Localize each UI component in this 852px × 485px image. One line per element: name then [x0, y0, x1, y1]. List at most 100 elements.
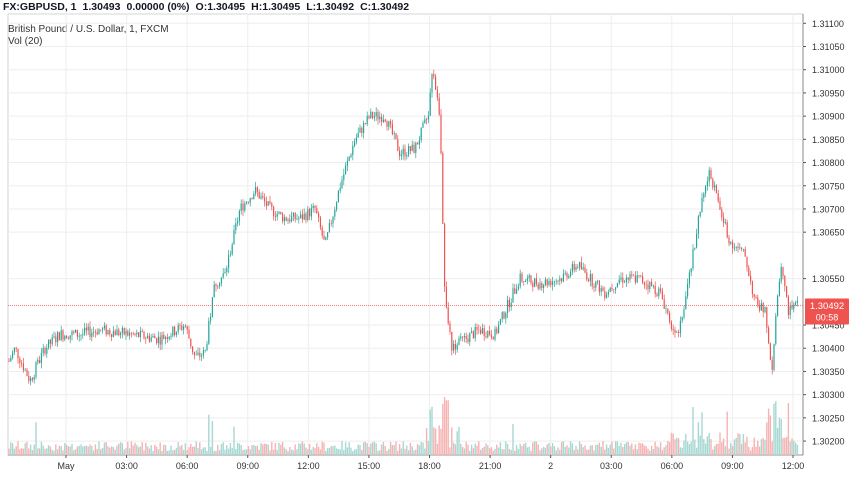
volume-bar	[116, 445, 118, 455]
candle-body	[584, 267, 586, 273]
candle-body	[379, 116, 381, 120]
volume-bar	[256, 445, 259, 455]
ohlc-close: C:1.30492	[360, 1, 410, 13]
volume-bar	[769, 415, 772, 455]
volume-bar	[33, 444, 35, 455]
candle-body	[728, 237, 730, 244]
y-tick-label: 1.30800	[812, 158, 845, 168]
volume-bar	[748, 446, 750, 455]
volume-bar	[492, 450, 494, 455]
candle-body	[742, 249, 744, 250]
x-tick-label: 12:00	[782, 461, 805, 471]
volume-bar	[742, 434, 745, 455]
candle-body	[283, 217, 285, 222]
volume-bar	[235, 448, 237, 455]
candle-body	[381, 116, 383, 122]
candle-body	[19, 358, 21, 364]
x-tick-label: 06:00	[176, 461, 199, 471]
series-title[interactable]: British Pound / U.S. Dollar, 1, FXCM	[8, 24, 169, 35]
volume-bar	[281, 441, 284, 455]
candle-body	[210, 316, 212, 321]
candle-body	[674, 330, 676, 333]
volume-bar	[260, 443, 262, 455]
candle-body	[94, 331, 96, 333]
candle-body	[375, 112, 377, 117]
candle-body	[339, 187, 341, 191]
volume-bar	[649, 450, 651, 455]
volume-bar	[794, 442, 797, 455]
volume-bar	[447, 400, 449, 455]
candle-body	[503, 312, 505, 319]
candle-body	[647, 284, 649, 290]
volume-bar	[352, 450, 354, 455]
candle-body	[678, 332, 680, 333]
candle-body	[377, 112, 379, 120]
candle-body	[327, 232, 329, 238]
volume-bar	[182, 449, 185, 455]
volume-bar	[148, 448, 151, 455]
x-tick-label: 18:00	[418, 461, 441, 471]
candle-body	[121, 327, 123, 333]
candle-body	[256, 187, 258, 192]
volume-bar	[555, 450, 557, 455]
candle-body	[161, 334, 163, 345]
volume-bar	[715, 443, 718, 455]
volume-bar	[17, 441, 19, 455]
candle-body	[438, 97, 440, 115]
candle-body	[636, 275, 638, 283]
candle-body	[197, 352, 199, 355]
candle-body	[199, 352, 201, 357]
candle-body	[107, 330, 109, 335]
volume-bar	[119, 442, 122, 455]
volume-bar	[20, 448, 23, 455]
candle-body	[634, 275, 636, 283]
volume-bar	[29, 444, 32, 455]
candle-body	[795, 303, 797, 305]
candle-body	[701, 197, 703, 212]
candle-body	[609, 288, 611, 292]
x-tick-label: 09:00	[236, 461, 259, 471]
volume-bar	[501, 449, 503, 455]
candle-body	[93, 331, 95, 333]
candle-body	[303, 213, 305, 220]
candle-body	[368, 116, 370, 119]
volume-bar	[155, 446, 158, 455]
candle-body	[654, 285, 656, 295]
candle-body	[418, 140, 420, 145]
candle-body	[343, 174, 345, 180]
candle-body	[258, 191, 260, 199]
volume-bar	[87, 446, 89, 455]
candle-body	[449, 323, 451, 332]
y-tick-label: 1.30850	[812, 135, 845, 145]
candle-body	[125, 331, 127, 335]
volume-bar	[253, 444, 255, 455]
symbol-name[interactable]: FX:GBPUSD, 1	[3, 1, 77, 13]
volume-bar	[728, 448, 730, 455]
candle-body	[273, 206, 275, 216]
candle-body	[399, 150, 401, 157]
volume-bar	[636, 449, 638, 455]
volume-bar	[245, 449, 248, 455]
volume-bar	[89, 444, 91, 455]
candle-body	[391, 124, 393, 135]
candle-body	[35, 362, 37, 377]
candle-body	[786, 286, 788, 297]
volume-bar	[494, 448, 496, 455]
volume-bar	[190, 443, 192, 455]
volume-bar	[784, 437, 786, 455]
volume-bar	[332, 446, 334, 455]
candle-body	[649, 282, 651, 290]
volume-bar	[321, 441, 323, 455]
volume-indicator-label[interactable]: Vol (20)	[8, 36, 43, 47]
volume-bar	[388, 448, 390, 455]
volume-bar	[152, 450, 154, 455]
candle-body	[55, 336, 57, 343]
candle-body	[170, 335, 172, 337]
volume-bar	[668, 442, 671, 455]
volume-bar	[515, 445, 518, 455]
candle-body	[408, 146, 410, 156]
volume-bar	[199, 442, 201, 455]
volume-bar	[733, 439, 736, 455]
y-tick-label: 1.31050	[812, 42, 845, 52]
